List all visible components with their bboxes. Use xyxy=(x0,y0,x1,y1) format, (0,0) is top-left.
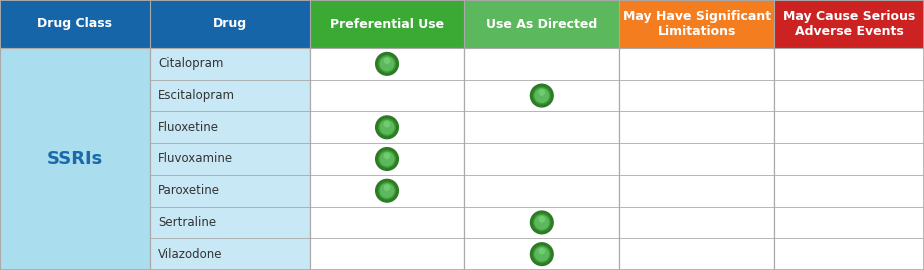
Circle shape xyxy=(533,213,551,231)
Circle shape xyxy=(383,153,390,159)
Bar xyxy=(0,0,150,48)
Circle shape xyxy=(380,120,395,135)
Circle shape xyxy=(383,121,390,127)
Circle shape xyxy=(378,55,396,73)
Text: May Have Significant
Limitations: May Have Significant Limitations xyxy=(623,10,771,38)
Circle shape xyxy=(539,248,545,254)
Circle shape xyxy=(534,215,549,230)
Bar xyxy=(310,48,465,270)
Bar xyxy=(774,0,924,48)
Text: Paroxetine: Paroxetine xyxy=(158,184,220,197)
Bar xyxy=(0,48,150,270)
Circle shape xyxy=(376,148,398,170)
Text: Vilazodone: Vilazodone xyxy=(158,248,223,261)
Circle shape xyxy=(376,180,398,202)
Circle shape xyxy=(530,85,553,107)
Circle shape xyxy=(376,116,398,138)
Text: SSRIs: SSRIs xyxy=(47,150,103,168)
Text: May Cause Serious
Adverse Events: May Cause Serious Adverse Events xyxy=(783,10,915,38)
Circle shape xyxy=(383,184,390,191)
Text: Citalopram: Citalopram xyxy=(158,57,224,70)
Circle shape xyxy=(539,216,545,223)
Text: Fluvoxamine: Fluvoxamine xyxy=(158,153,233,166)
Circle shape xyxy=(380,151,395,167)
Text: Escitalopram: Escitalopram xyxy=(158,89,235,102)
Circle shape xyxy=(534,88,549,103)
Circle shape xyxy=(534,247,549,262)
Circle shape xyxy=(380,183,395,198)
Bar xyxy=(150,0,310,48)
Circle shape xyxy=(383,58,390,64)
Bar xyxy=(465,48,619,270)
Bar xyxy=(774,48,924,270)
Text: Fluoxetine: Fluoxetine xyxy=(158,121,219,134)
Bar xyxy=(465,0,619,48)
Circle shape xyxy=(378,150,396,168)
Bar xyxy=(310,0,465,48)
Text: Sertraline: Sertraline xyxy=(158,216,216,229)
Circle shape xyxy=(380,56,395,71)
Circle shape xyxy=(533,87,551,104)
Circle shape xyxy=(378,118,396,136)
Circle shape xyxy=(530,211,553,234)
Text: Drug Class: Drug Class xyxy=(38,18,113,31)
Bar xyxy=(619,48,774,270)
Bar xyxy=(150,48,310,270)
Bar xyxy=(619,0,774,48)
Text: Preferential Use: Preferential Use xyxy=(330,18,444,31)
Circle shape xyxy=(376,53,398,75)
Circle shape xyxy=(378,182,396,200)
Text: Use As Directed: Use As Directed xyxy=(486,18,598,31)
Text: Drug: Drug xyxy=(213,18,247,31)
Circle shape xyxy=(539,89,545,96)
Circle shape xyxy=(533,245,551,263)
Circle shape xyxy=(530,243,553,265)
